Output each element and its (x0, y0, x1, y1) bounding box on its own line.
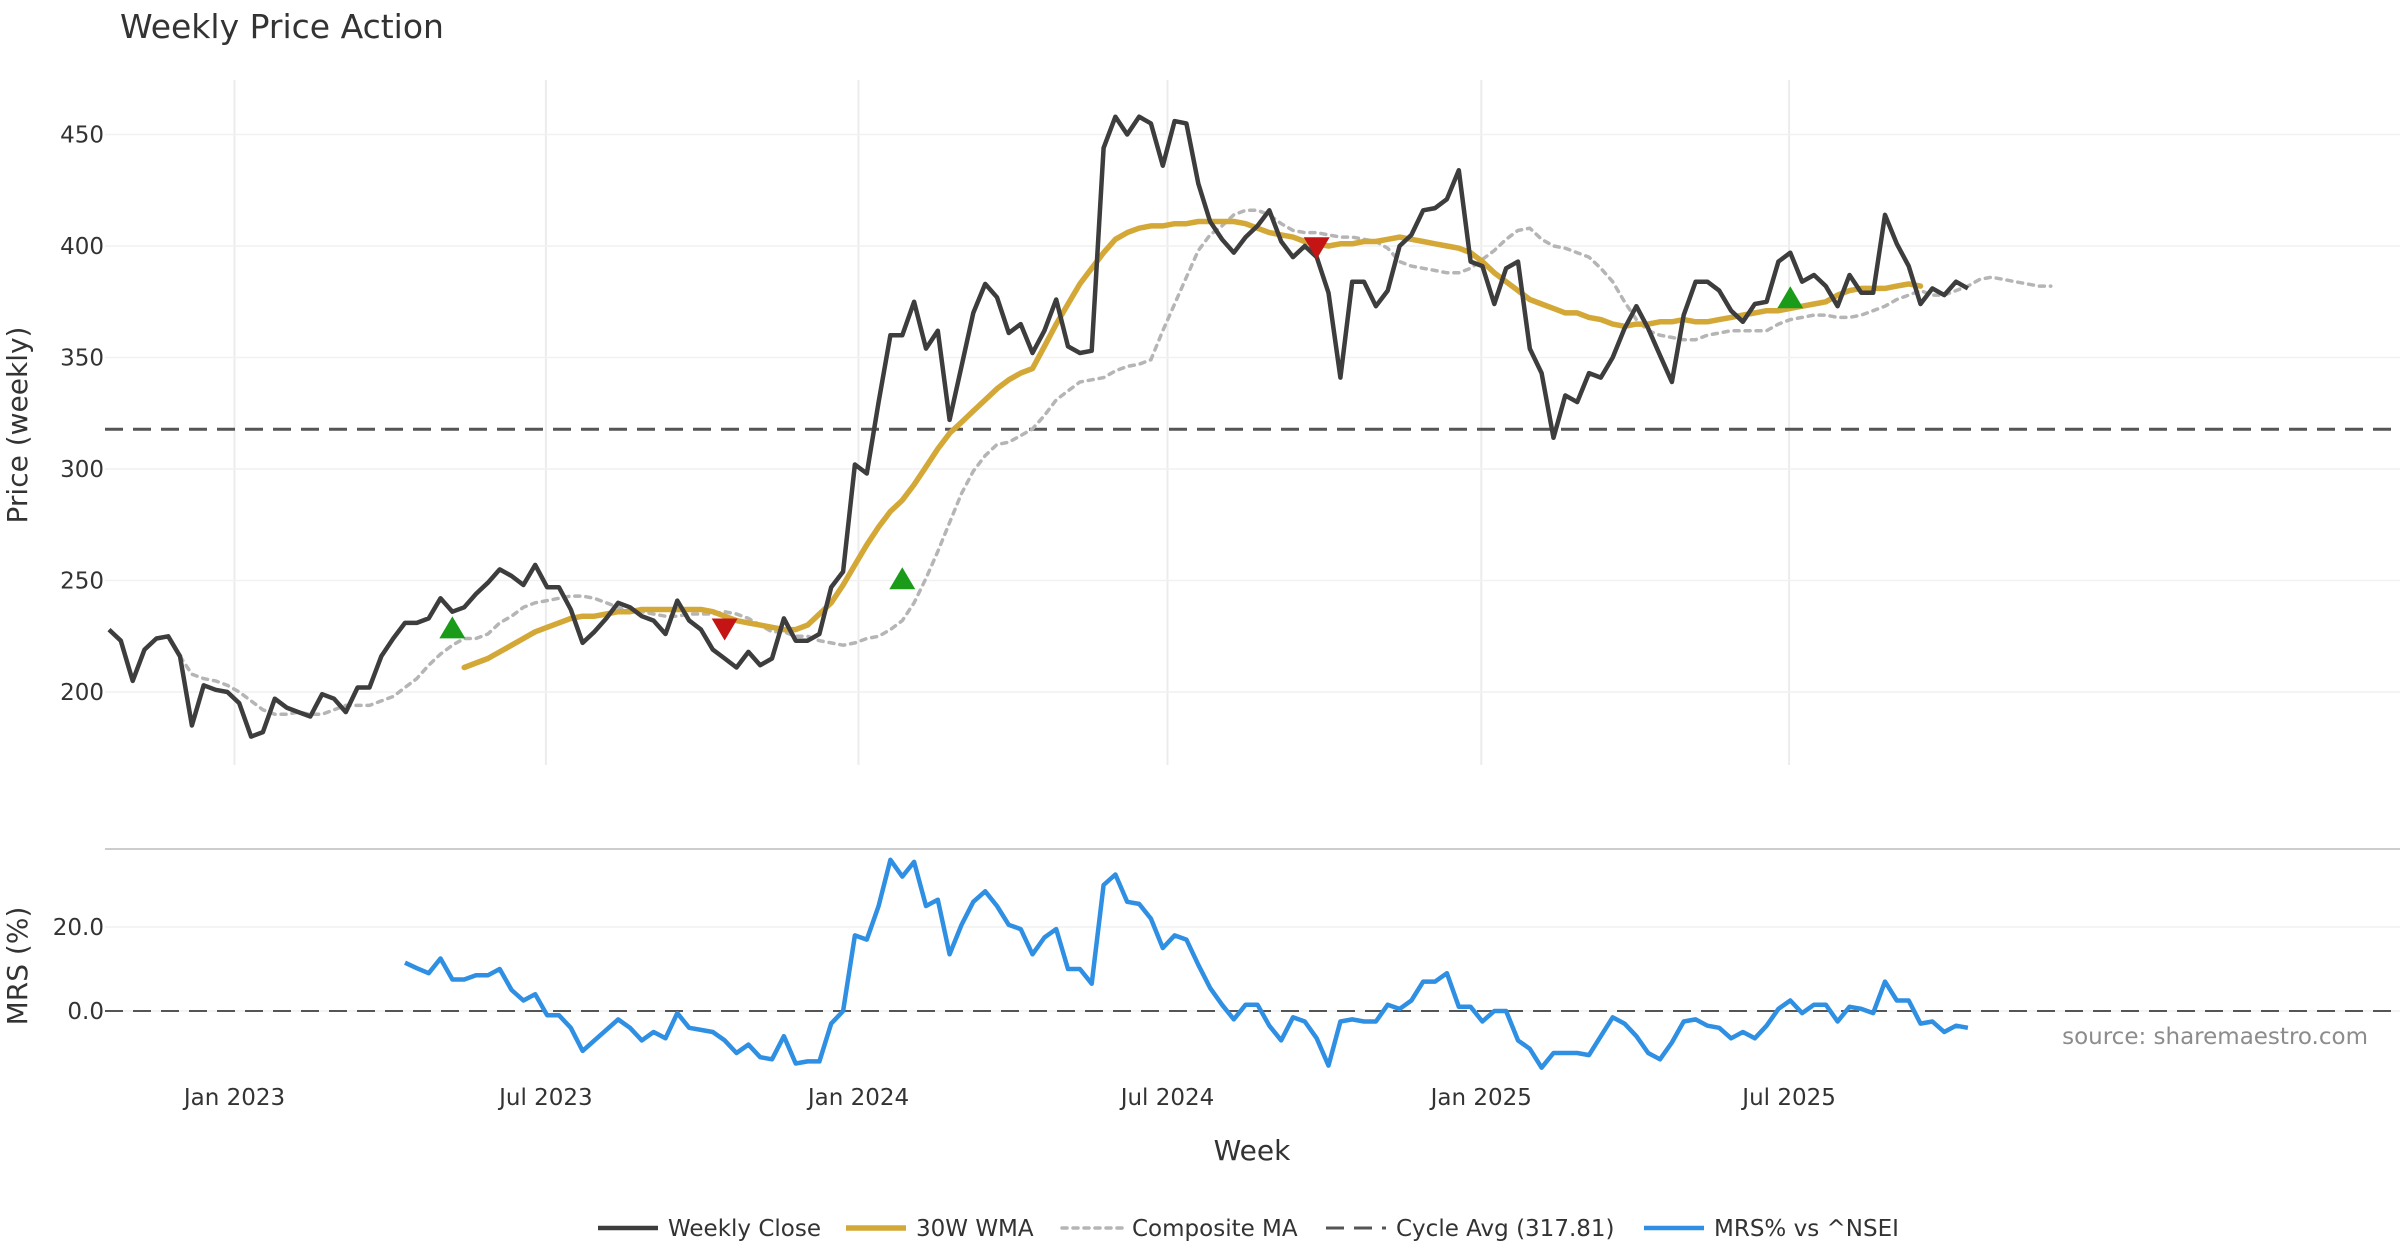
mrs-series-group (404, 857, 1969, 1070)
mrs-y-axis-label: MRS (%) (1, 907, 34, 1026)
chart-title: Weekly Price Action (120, 7, 444, 46)
mrs-grid (105, 926, 2400, 1012)
legend-item: Weekly Close (598, 1216, 821, 1242)
x-tick-label: Jan 2023 (182, 1085, 285, 1111)
watermark: source: sharemaestro.com (2062, 1024, 2368, 1050)
signal-markers (439, 237, 1804, 641)
mrs-y-ticks: 20.0 0.0 (53, 915, 104, 1025)
legend-label: MRS% vs ^NSEI (1714, 1216, 1899, 1242)
x-tick-label: Jul 2025 (1740, 1085, 1836, 1111)
buy-signal-marker (1777, 286, 1804, 309)
legend-item: Composite MA (1060, 1216, 1298, 1242)
mrs-y-tick-label: 0.0 (67, 999, 104, 1025)
x-axis-label: Week (1214, 1134, 1291, 1167)
sell-signal-marker (1303, 237, 1330, 260)
x-tick-label: Jan 2025 (1429, 1085, 1532, 1111)
legend-label: Cycle Avg (317.81) (1396, 1216, 1615, 1242)
sell-signal-marker (711, 618, 738, 641)
composite-ma-line (178, 208, 2053, 717)
legend-label: Weekly Close (668, 1216, 821, 1242)
x-tick-label: Jul 2024 (1119, 1085, 1215, 1111)
price-y-tick-label: 300 (60, 457, 104, 483)
buy-signal-marker (439, 616, 466, 639)
price-y-tick-label: 350 (60, 346, 104, 372)
price-y-axis-label: Price (weekly) (1, 327, 34, 524)
price-y-ticks: 200 250 300 350 400 450 (60, 123, 104, 707)
legend-label: 30W WMA (916, 1216, 1034, 1242)
mrs-line (404, 857, 1969, 1070)
price-y-tick-label: 400 (60, 234, 104, 260)
price-y-tick-label: 250 (60, 569, 104, 595)
mrs-y-tick-label: 20.0 (53, 915, 104, 941)
x-tick-label: Jan 2024 (806, 1085, 909, 1111)
x-ticks: Jan 2023 Jul 2023 Jan 2024 Jul 2024 Jan 2025… (182, 1085, 1836, 1111)
x-tick-label: Jul 2023 (497, 1085, 593, 1111)
legend-label: Composite MA (1132, 1216, 1298, 1242)
weekly-close-line (107, 114, 1970, 739)
price-grid (105, 80, 2400, 765)
price-y-tick-label: 200 (60, 680, 104, 706)
legend-item: Cycle Avg (317.81) (1326, 1216, 1615, 1242)
legend-item: 30W WMA (846, 1216, 1034, 1242)
legend-item: MRS% vs ^NSEI (1644, 1216, 1899, 1242)
price-series-group (107, 114, 2053, 739)
price-y-tick-label: 450 (60, 123, 104, 149)
buy-signal-marker (889, 567, 916, 590)
legend: Weekly Close 30W WMA Composite MA Cycle Avg… (598, 1216, 1899, 1242)
wma-30w-line (461, 218, 1924, 671)
